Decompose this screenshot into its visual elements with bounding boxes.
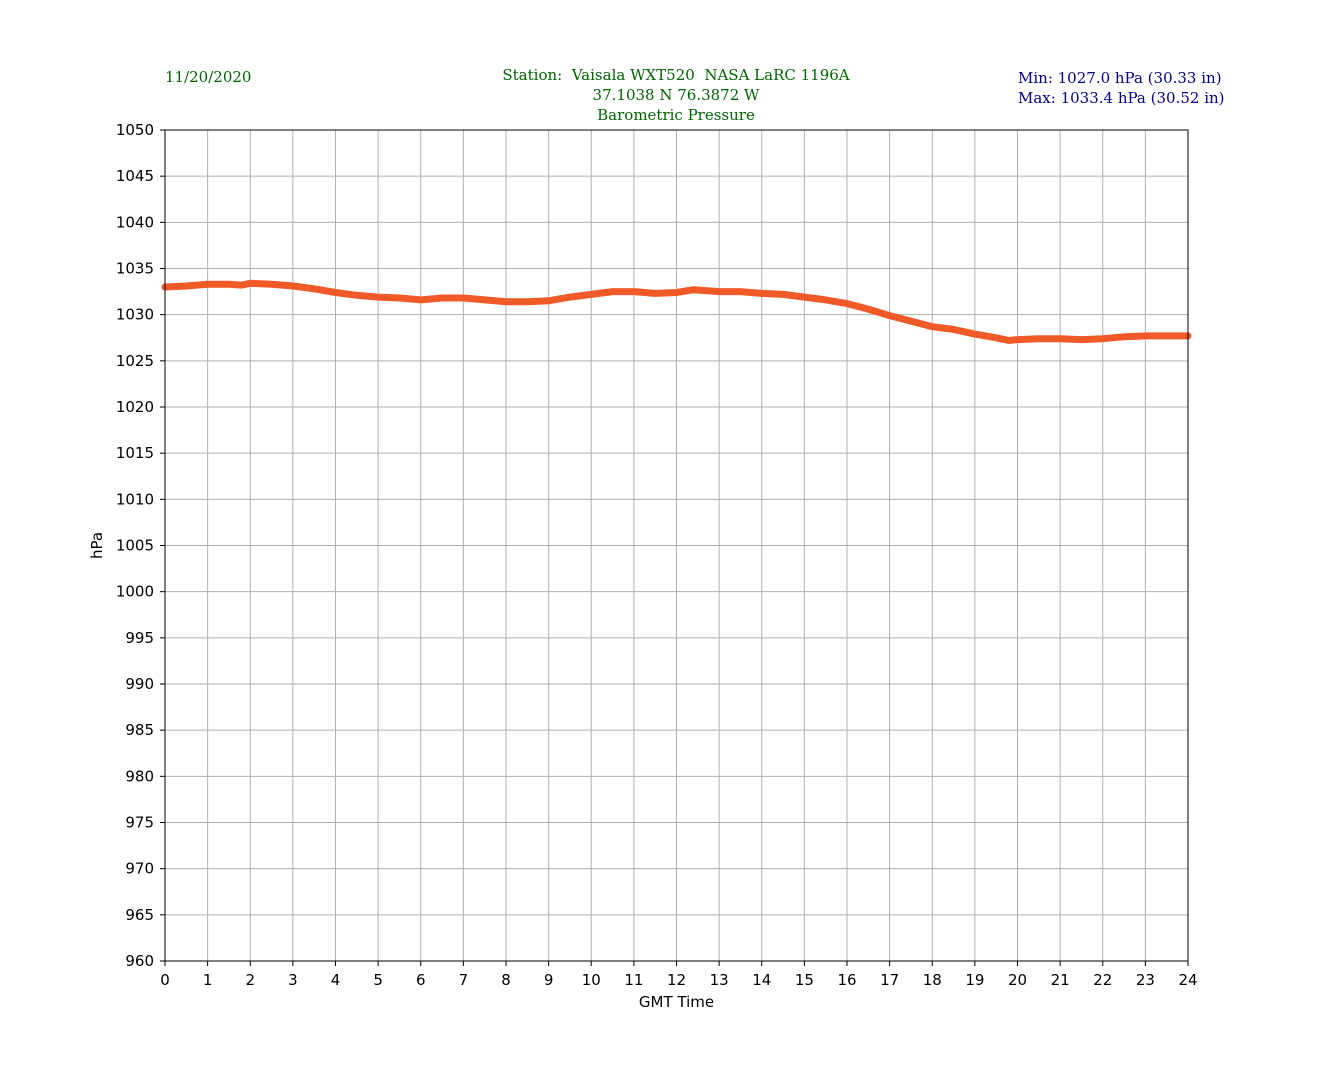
x-tick-label: 15 <box>795 971 814 989</box>
x-tick-label: 14 <box>752 971 771 989</box>
coordinates-line: 37.1038 N 76.3872 W <box>592 86 760 104</box>
x-axis-label: GMT Time <box>639 993 714 1011</box>
x-tick-label: 9 <box>544 971 554 989</box>
y-tick-label: 1010 <box>116 490 154 508</box>
x-tick-label: 17 <box>880 971 899 989</box>
chart-title: Barometric Pressure <box>597 106 755 124</box>
x-tick-label: 23 <box>1136 971 1155 989</box>
x-tick-label: 12 <box>667 971 686 989</box>
x-axis-ticks: 0 1 2 3 4 5 6 7 8 9 10 11 12 13 14 15 16 17 18 19 20 21 22 23 24 <box>160 961 1198 989</box>
max-value: Max: 1033.4 hPa (30.52 in) <box>1018 89 1225 107</box>
y-tick-label: 1000 <box>116 583 154 601</box>
x-tick-label: 2 <box>245 971 255 989</box>
x-tick-label: 13 <box>710 971 729 989</box>
x-tick-label: 8 <box>501 971 511 989</box>
date-label: 11/20/2020 <box>165 68 252 86</box>
y-tick-label: 1005 <box>116 537 154 555</box>
series-layer <box>161 279 1192 344</box>
y-tick-label: 980 <box>125 767 154 785</box>
y-axis-ticks: 960 965 970 975 980 985 990 995 1000 1005 1010 1015… <box>116 121 165 970</box>
y-tick-label: 1025 <box>116 352 154 370</box>
chart-title-block: Station: Vaisala WXT520 NASA LaRC 1196A … <box>376 65 976 125</box>
x-tick-label: 3 <box>288 971 298 989</box>
min-max-block: Min: 1027.0 hPa (30.33 in) Max: 1033.4 h… <box>1018 68 1225 108</box>
x-tick-label: 21 <box>1051 971 1070 989</box>
x-tick-label: 7 <box>459 971 469 989</box>
min-value: Min: 1027.0 hPa (30.33 in) <box>1018 69 1222 87</box>
x-tick-label: 19 <box>965 971 984 989</box>
y-tick-label: 975 <box>125 814 154 832</box>
y-tick-label: 960 <box>125 952 154 970</box>
station-line: Station: Vaisala WXT520 NASA LaRC 1196A <box>502 66 850 84</box>
y-tick-label: 995 <box>125 629 154 647</box>
y-tick-label: 990 <box>125 675 154 693</box>
y-tick-label: 1045 <box>116 167 154 185</box>
y-tick-label: 1030 <box>116 306 154 324</box>
y-tick-label: 1020 <box>116 398 154 416</box>
x-tick-label: 16 <box>837 971 856 989</box>
x-tick-label: 11 <box>624 971 643 989</box>
x-tick-label: 5 <box>373 971 383 989</box>
grid-layer <box>164 129 1189 962</box>
y-tick-label: 965 <box>125 906 154 924</box>
x-tick-label: 18 <box>923 971 942 989</box>
y-tick-label: 985 <box>125 721 154 739</box>
y-tick-label: 1040 <box>116 213 154 231</box>
y-tick-label: 970 <box>125 860 154 878</box>
y-tick-label: 1035 <box>116 260 154 278</box>
y-axis-label: hPa <box>88 532 106 559</box>
y-tick-label: 1015 <box>116 444 154 462</box>
x-tick-label: 1 <box>203 971 213 989</box>
x-tick-label: 10 <box>582 971 601 989</box>
x-tick-label: 6 <box>416 971 426 989</box>
y-tick-label: 1050 <box>116 121 154 139</box>
x-tick-label: 22 <box>1093 971 1112 989</box>
x-tick-label: 0 <box>160 971 170 989</box>
x-tick-label: 24 <box>1178 971 1197 989</box>
x-tick-label: 4 <box>331 971 341 989</box>
x-tick-label: 20 <box>1008 971 1027 989</box>
pressure-series-line <box>161 279 1192 344</box>
